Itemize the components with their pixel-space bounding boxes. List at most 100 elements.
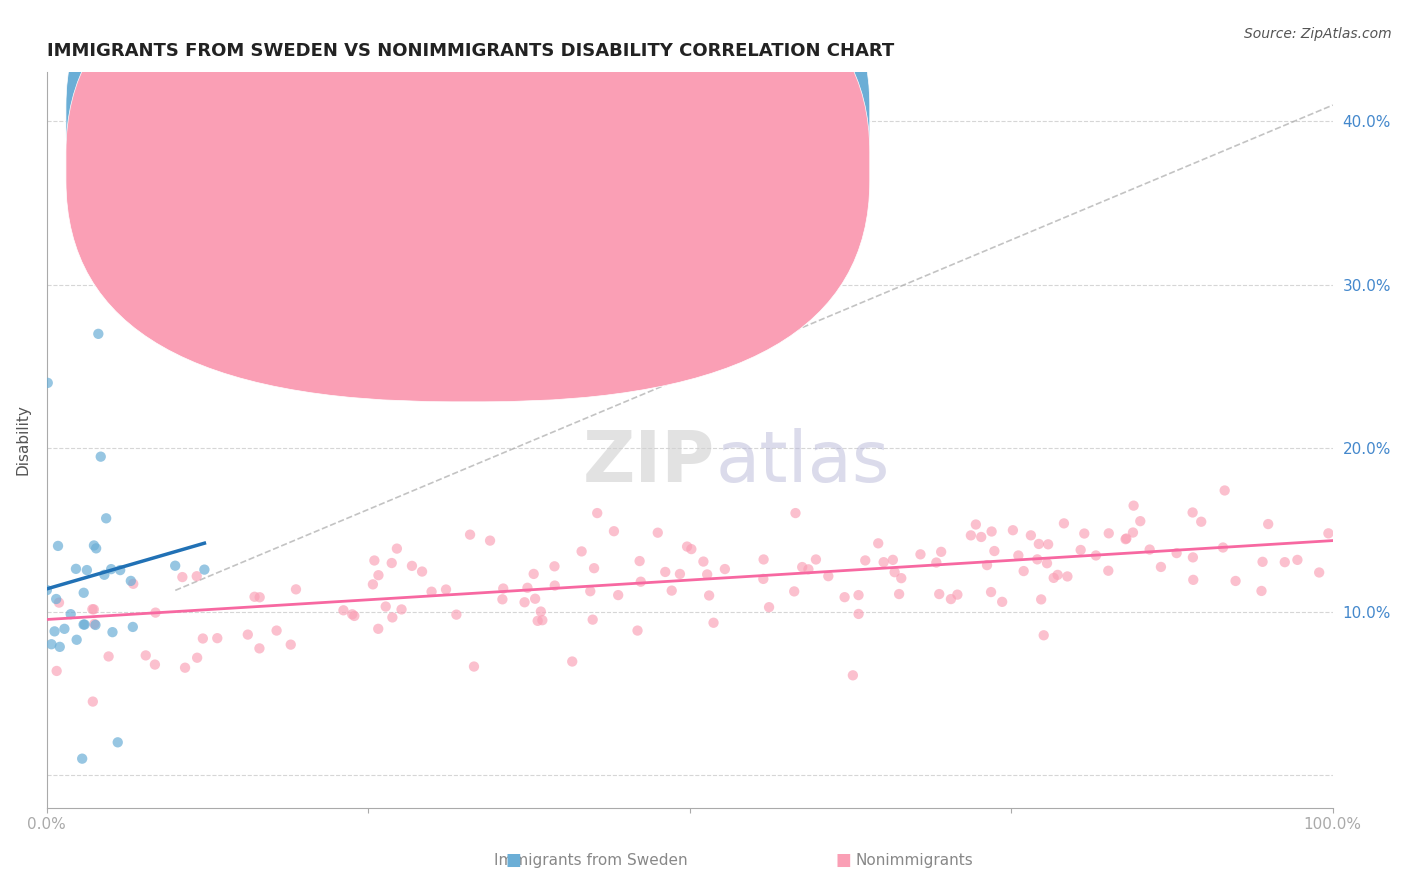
Nonimmigrants [1213,483,1236,498]
Nonimmigrants [980,585,1002,599]
Immigrants from Sweden [70,752,93,766]
Immigrants from Sweden [100,562,122,576]
Immigrants from Sweden [84,618,107,632]
Immigrants from Sweden [121,620,143,634]
Nonimmigrants [669,566,692,581]
Nonimmigrants [1181,550,1204,565]
Nonimmigrants [381,556,404,570]
Nonimmigrants [1031,592,1053,607]
Nonimmigrants [890,571,912,585]
Nonimmigrants [1001,523,1024,537]
Nonimmigrants [1073,526,1095,541]
Nonimmigrants [681,542,703,557]
Nonimmigrants [1129,514,1152,528]
Nonimmigrants [446,607,468,622]
Nonimmigrants [692,555,714,569]
Nonimmigrants [82,602,104,616]
Nonimmigrants [516,581,538,595]
Nonimmigrants [479,533,502,548]
Immigrants from Sweden [83,538,105,552]
Nonimmigrants [343,609,366,624]
Nonimmigrants [983,544,1005,558]
Nonimmigrants [122,576,145,591]
Nonimmigrants [524,591,547,606]
Nonimmigrants [752,572,775,586]
Nonimmigrants [1042,571,1064,585]
Nonimmigrants [626,624,648,638]
Nonimmigrants [583,561,606,575]
Nonimmigrants [367,622,389,636]
Immigrants from Sweden [37,376,59,390]
Text: R = 0.296   N = 153: R = 0.296 N = 153 [471,162,638,181]
Nonimmigrants [267,228,290,243]
Immigrants from Sweden [101,625,124,640]
Immigrants from Sweden [96,511,118,525]
Nonimmigrants [991,595,1014,609]
Nonimmigrants [1097,564,1119,578]
Nonimmigrants [186,569,208,583]
Immigrants from Sweden [87,326,110,341]
Nonimmigrants [783,584,806,599]
Nonimmigrants [1026,552,1049,566]
Immigrants from Sweden [107,735,129,749]
Nonimmigrants [434,582,457,597]
Nonimmigrants [1012,564,1035,578]
Nonimmigrants [1212,541,1234,555]
Nonimmigrants [420,584,443,599]
Nonimmigrants [172,570,194,584]
Nonimmigrants [960,528,983,542]
Nonimmigrants [374,599,396,614]
Nonimmigrants [607,588,630,602]
Nonimmigrants [970,530,993,544]
Nonimmigrants [1317,526,1340,541]
Immigrants from Sweden [35,583,58,598]
Nonimmigrants [1286,553,1309,567]
Immigrants from Sweden [165,558,187,573]
Nonimmigrants [491,592,513,607]
Y-axis label: Disability: Disability [15,405,30,475]
Immigrants from Sweden [120,574,142,588]
Nonimmigrants [82,695,104,709]
Nonimmigrants [925,556,948,570]
Nonimmigrants [848,588,870,602]
Nonimmigrants [523,566,546,581]
Immigrants from Sweden [90,450,112,464]
Nonimmigrants [1150,560,1173,574]
Nonimmigrants [1189,515,1212,529]
Nonimmigrants [752,552,775,566]
Text: atlas: atlas [716,427,890,497]
Nonimmigrants [603,524,626,539]
Nonimmigrants [661,583,683,598]
Nonimmigrants [853,553,876,567]
Immigrants from Sweden [66,632,89,647]
Immigrants from Sweden [93,567,115,582]
Nonimmigrants [1046,567,1069,582]
Text: IMMIGRANTS FROM SWEDEN VS NONIMMIGRANTS DISABILITY CORRELATION CHART: IMMIGRANTS FROM SWEDEN VS NONIMMIGRANTS … [46,42,894,60]
Immigrants from Sweden [111,277,134,292]
Nonimmigrants [628,554,651,568]
Nonimmigrants [1036,556,1059,570]
Nonimmigrants [980,524,1002,539]
Nonimmigrants [243,590,266,604]
Immigrants from Sweden [49,640,72,654]
Nonimmigrants [1225,574,1247,588]
Nonimmigrants [361,577,384,591]
Nonimmigrants [848,607,870,621]
Nonimmigrants [1115,532,1137,546]
Immigrants from Sweden [108,563,131,577]
Nonimmigrants [45,664,67,678]
Nonimmigrants [492,582,515,596]
Nonimmigrants [543,559,565,574]
Nonimmigrants [367,568,389,582]
Immigrants from Sweden [53,622,76,636]
Nonimmigrants [1028,537,1050,551]
Nonimmigrants [872,555,894,569]
Immigrants from Sweden [73,617,96,632]
Nonimmigrants [702,615,724,630]
Nonimmigrants [458,527,481,541]
Nonimmigrants [797,562,820,576]
Nonimmigrants [1308,566,1330,580]
Nonimmigrants [1139,542,1161,557]
Nonimmigrants [191,632,214,646]
Nonimmigrants [249,591,271,605]
